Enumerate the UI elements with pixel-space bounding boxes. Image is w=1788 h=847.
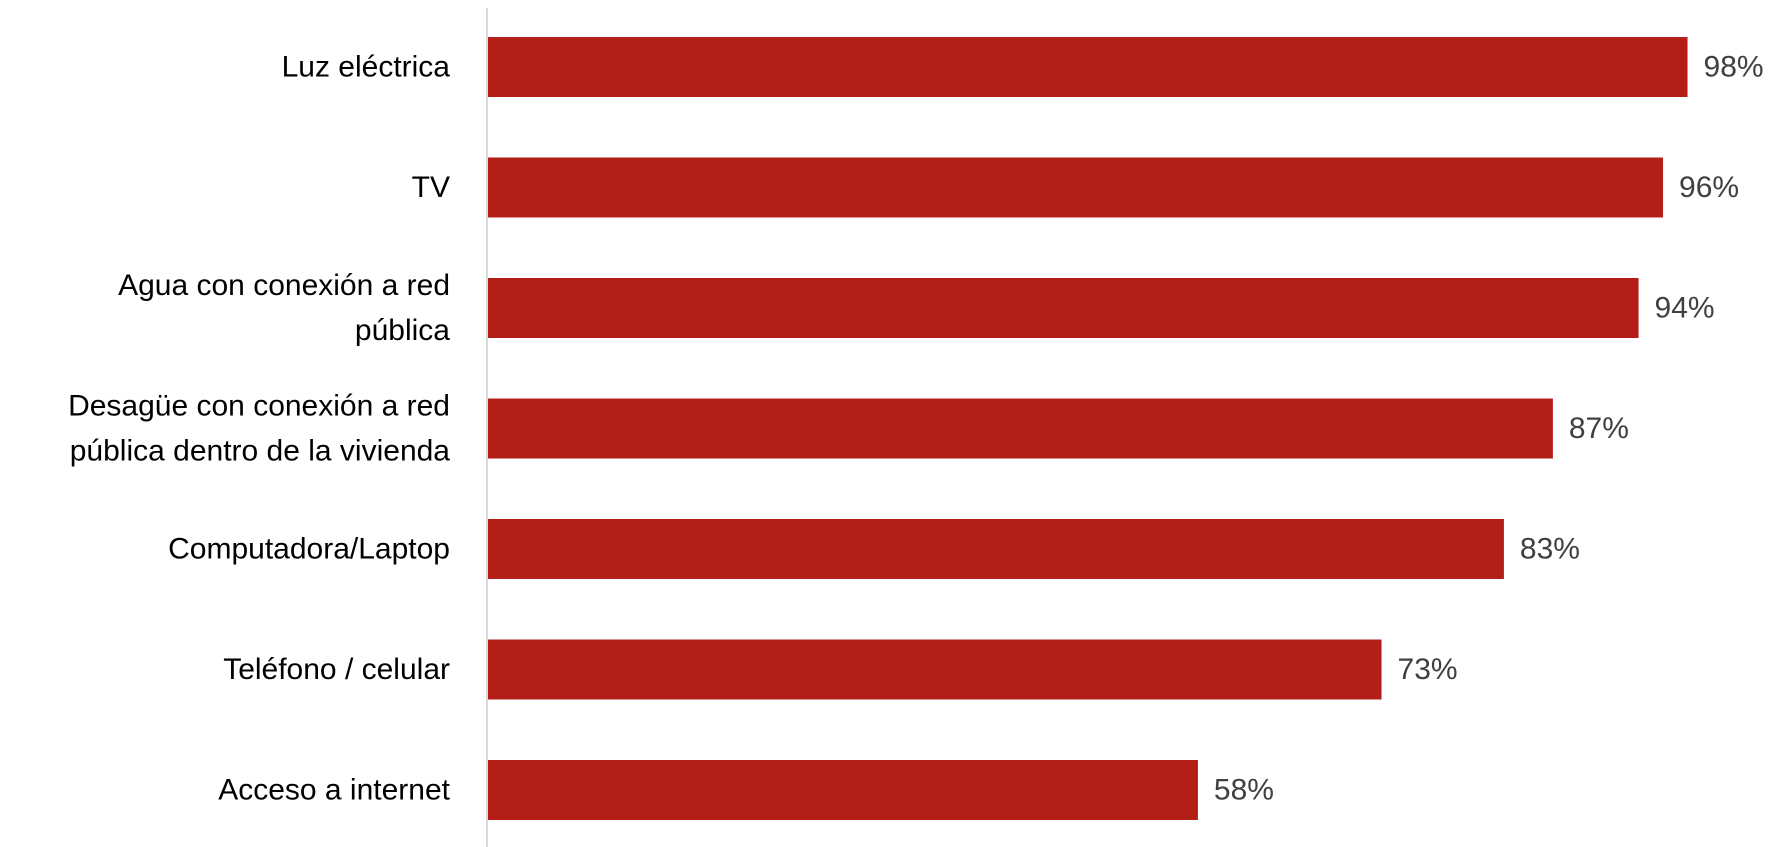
bar-6: [488, 760, 1198, 820]
value-label-0: 98%: [1704, 51, 1764, 84]
bars-group: [488, 37, 1688, 820]
value-label-2: 94%: [1655, 292, 1715, 325]
category-label-1: TV: [412, 171, 450, 204]
category-label-2-line-0: Agua con conexión a red: [118, 269, 450, 302]
category-label-6: Acceso a internet: [218, 774, 450, 807]
category-label-1-line-0: TV: [412, 171, 450, 204]
bar-1: [488, 157, 1664, 218]
category-label-3-line-1: pública dentro de la vivienda: [70, 435, 451, 468]
category-label-4: Computadora/Laptop: [168, 533, 450, 566]
bar-5: [488, 639, 1382, 700]
category-label-5: Teléfono / celular: [223, 653, 450, 686]
category-label-0: Luz eléctrica: [282, 51, 451, 84]
category-label-2: Agua con conexión a red pública: [118, 269, 450, 347]
category-labels-group: Luz eléctrica TV Agua con conexión a red pú…: [68, 51, 451, 807]
value-label-1: 96%: [1679, 171, 1739, 204]
category-label-5-line-0: Teléfono / celular: [223, 653, 450, 686]
category-label-3-line-0: Desagüe con conexión a red: [68, 390, 450, 423]
category-label-0-line-0: Luz eléctrica: [282, 51, 451, 84]
category-label-4-line-0: Computadora/Laptop: [168, 533, 450, 566]
value-label-3: 87%: [1569, 412, 1629, 445]
category-label-3: Desagüe con conexión a red pública dentro…: [68, 390, 450, 468]
value-label-6: 58%: [1214, 774, 1274, 807]
value-labels-group: 98% 96% 94% 87% 83% 73% 58%: [1214, 51, 1764, 807]
bar-4: [488, 519, 1504, 579]
value-label-5: 73%: [1398, 653, 1458, 686]
value-label-4: 83%: [1520, 533, 1580, 566]
category-label-6-line-0: Acceso a internet: [218, 774, 450, 807]
bar-3: [488, 398, 1553, 459]
category-label-2-line-1: pública: [355, 314, 450, 347]
bar-0: [488, 37, 1688, 97]
bar-2: [488, 278, 1639, 338]
